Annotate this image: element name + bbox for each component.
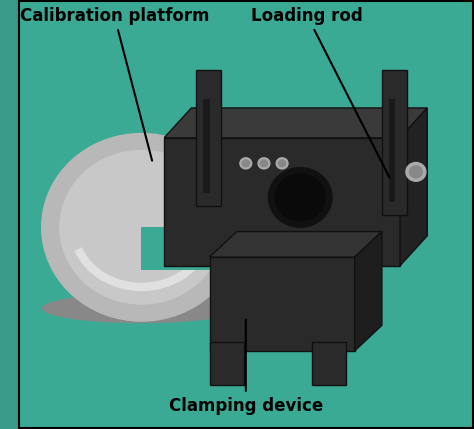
FancyBboxPatch shape	[210, 342, 244, 385]
FancyBboxPatch shape	[389, 100, 395, 202]
Circle shape	[240, 158, 252, 169]
Circle shape	[242, 160, 249, 167]
Text: Calibration platform: Calibration platform	[19, 6, 209, 161]
Polygon shape	[400, 108, 427, 266]
Polygon shape	[355, 232, 382, 351]
FancyBboxPatch shape	[210, 257, 355, 351]
Text: Clamping device: Clamping device	[169, 320, 323, 414]
FancyBboxPatch shape	[164, 138, 400, 266]
Circle shape	[275, 174, 325, 221]
FancyBboxPatch shape	[311, 342, 346, 385]
FancyBboxPatch shape	[382, 69, 407, 214]
Polygon shape	[164, 108, 427, 138]
Text: Loading rod: Loading rod	[251, 6, 390, 178]
Ellipse shape	[42, 293, 241, 323]
FancyBboxPatch shape	[203, 100, 210, 193]
Polygon shape	[210, 232, 382, 257]
Circle shape	[60, 151, 223, 304]
Circle shape	[258, 158, 270, 169]
FancyBboxPatch shape	[19, 1, 473, 428]
Circle shape	[276, 158, 288, 169]
FancyBboxPatch shape	[196, 69, 221, 206]
Circle shape	[278, 160, 286, 167]
FancyBboxPatch shape	[141, 227, 246, 270]
Circle shape	[410, 166, 422, 178]
Circle shape	[268, 168, 332, 227]
Circle shape	[406, 163, 426, 181]
Circle shape	[42, 133, 241, 321]
Circle shape	[260, 160, 268, 167]
